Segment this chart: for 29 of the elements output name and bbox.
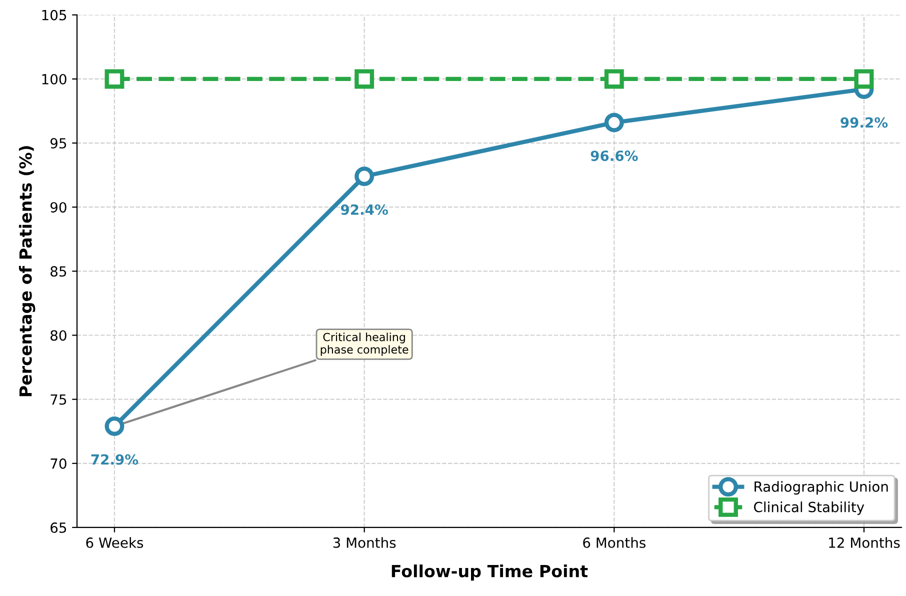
point [104, 416, 124, 436]
data-label: 99.2% [840, 117, 888, 128]
x-axis-title: Follow-up Time Point [392, 564, 588, 581]
point [604, 69, 624, 89]
legend-label: Clinical Stability [754, 502, 864, 515]
y-tick-label: 85 [50, 266, 66, 277]
data-label: 96.6% [590, 150, 638, 162]
point [354, 69, 374, 89]
y-tick-label: 70 [50, 458, 66, 469]
x-tick-label: 3 Months [333, 537, 396, 548]
point [104, 69, 124, 89]
x-tick-label: 12 Months [829, 537, 900, 548]
point [854, 69, 874, 89]
point [604, 112, 624, 132]
y-tick-label: 95 [50, 138, 66, 149]
data-label: 72.9% [91, 454, 138, 465]
y-tick-label: 100 [42, 74, 66, 84]
y-tick-label: 65 [50, 522, 66, 533]
y-tick-label: 80 [50, 330, 66, 341]
y-tick-label: 105 [42, 10, 66, 20]
point [354, 166, 374, 186]
data-label: 92.4% [340, 204, 388, 215]
legend-label: Radiographic Union [754, 481, 888, 495]
x-tick-label: 6 Months [583, 537, 646, 548]
y-axis-title: Percentage of Patients (%) [18, 146, 36, 396]
y-tick-label: 75 [50, 394, 66, 405]
annotation: Critical healing phase complete [320, 332, 408, 356]
y-tick-label: 90 [50, 202, 66, 213]
x-tick-label: 6 Weeks [86, 537, 144, 548]
